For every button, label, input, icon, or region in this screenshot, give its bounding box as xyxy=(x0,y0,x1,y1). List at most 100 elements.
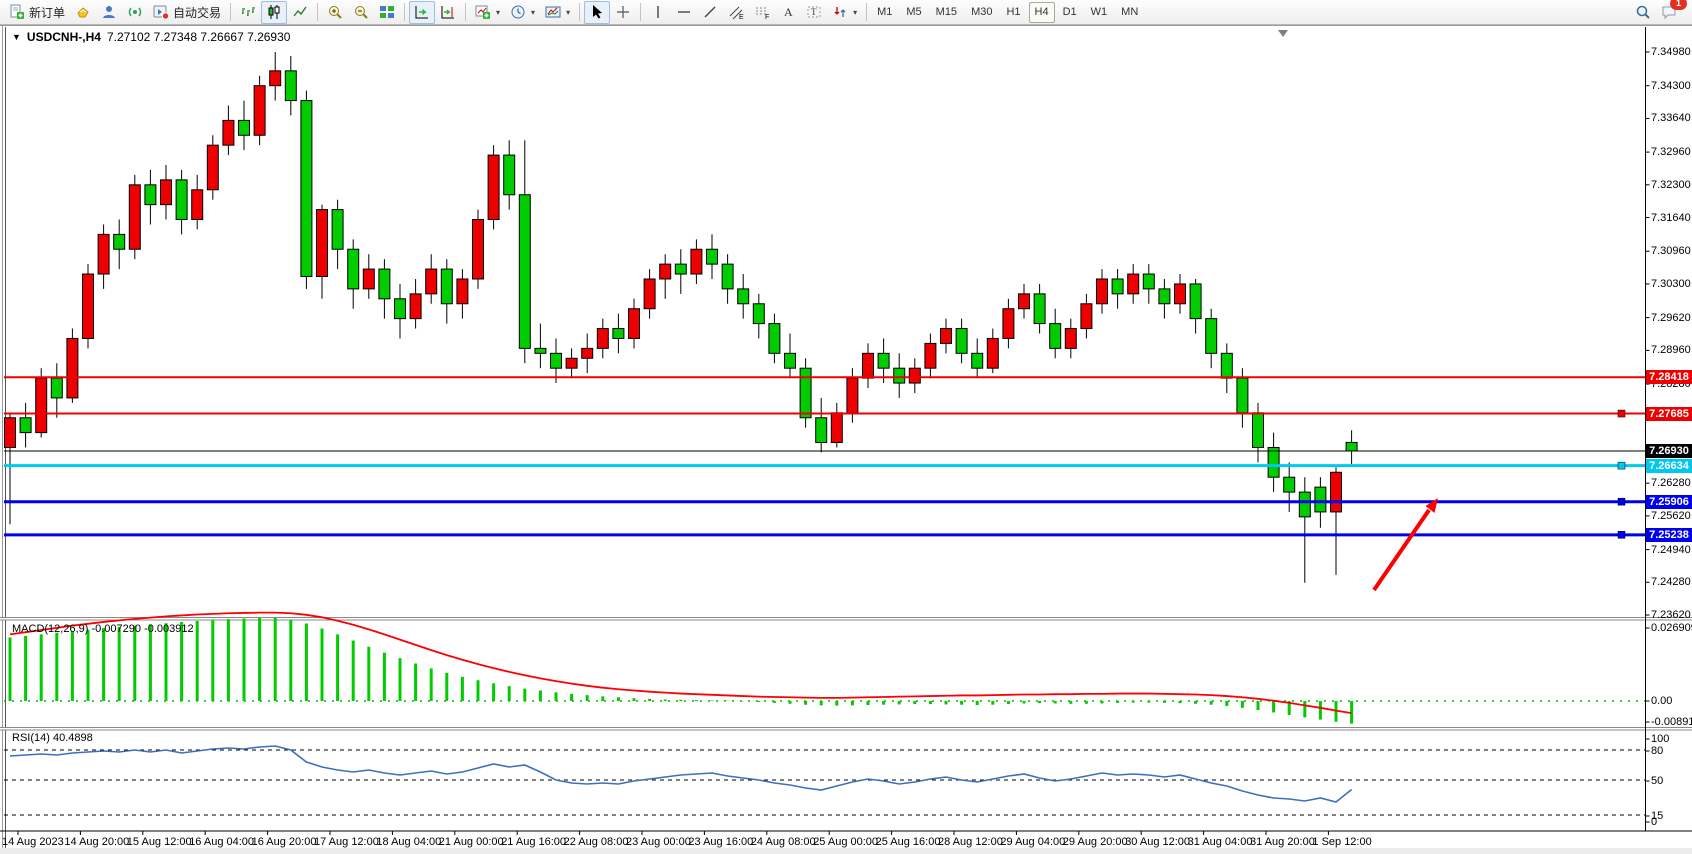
line-handle-7.25238[interactable] xyxy=(1617,531,1626,539)
candle-body xyxy=(799,367,812,419)
candle-body xyxy=(1096,278,1108,305)
time-axis-label: 31 Aug 04:00 xyxy=(1187,836,1253,848)
trend-arrow-head[interactable] xyxy=(1425,498,1439,513)
rsi-indicator-label: RSI(14) 40.4898 xyxy=(12,732,93,744)
candle-body xyxy=(1267,446,1280,478)
main-toolbar: 新订单 xyxy=(0,0,1692,25)
timeframe-button-m5[interactable]: M5 xyxy=(906,5,922,18)
candle-body xyxy=(160,179,172,206)
price-tick-label: 7.34980 xyxy=(1651,46,1691,58)
candle-body xyxy=(1018,293,1030,310)
candle-body xyxy=(394,298,406,320)
crosshair-button[interactable] xyxy=(610,1,636,24)
time-axis-label: 14 Aug 2023 xyxy=(2,836,64,848)
chart-symbol-period: USDCNH-,H4 xyxy=(26,30,101,44)
cursor-button[interactable] xyxy=(584,0,611,24)
time-axis-label: 23 Aug 00:00 xyxy=(626,836,691,848)
timeframe-button-m15[interactable]: M15 xyxy=(935,5,958,18)
line-handle-7.27685[interactable] xyxy=(1617,409,1626,418)
notification-badge: 1 xyxy=(1670,0,1687,10)
search-button[interactable] xyxy=(1630,1,1656,24)
market-button[interactable] xyxy=(70,1,96,24)
vertical-line-tool[interactable] xyxy=(645,1,671,24)
equidistant-channel-tool[interactable]: E xyxy=(723,1,749,24)
horizontal-line-tool[interactable] xyxy=(671,1,697,24)
pane-separator[interactable] xyxy=(0,729,1692,731)
pane-separator[interactable] xyxy=(0,619,1692,621)
zoom-in-button[interactable] xyxy=(322,1,348,24)
pane-separator[interactable] xyxy=(0,617,1692,618)
candle-body xyxy=(1174,283,1186,305)
price-badge-7.25906: 7.25906 xyxy=(1646,494,1692,509)
timeframe-button-h1[interactable]: H1 xyxy=(1006,5,1021,18)
time-axis-label: 25 Aug 00:00 xyxy=(813,836,879,848)
candle-body xyxy=(612,328,625,339)
toolbar-separator xyxy=(230,3,232,21)
chart-shift-marker[interactable] xyxy=(1278,30,1288,37)
arrows-dropdown[interactable]: ▾ xyxy=(827,1,862,24)
pane-separator[interactable] xyxy=(0,727,1692,728)
line-handle-7.26634[interactable] xyxy=(1617,461,1626,470)
bar-chart-icon xyxy=(242,7,256,16)
line-chart-button[interactable] xyxy=(287,1,313,24)
trend-arrow-annotation[interactable] xyxy=(1372,508,1431,592)
candle-body xyxy=(986,337,999,369)
tile-windows-button[interactable] xyxy=(374,1,400,24)
toolbar-separator xyxy=(317,3,319,21)
signals-icon xyxy=(128,7,142,17)
price-badge-7.26930: 7.26930 xyxy=(1646,443,1692,458)
timeframe-button-mn[interactable]: MN xyxy=(1121,5,1139,18)
toolbar-separator xyxy=(866,3,868,21)
timeframe-button-w1[interactable]: W1 xyxy=(1090,5,1108,18)
time-axis-label: 15 Aug 12:00 xyxy=(126,836,192,848)
arrows-icon xyxy=(834,7,846,17)
bar-chart-button[interactable] xyxy=(235,1,261,24)
add-indicator-dropdown[interactable]: ▾ xyxy=(470,1,505,24)
candle-body xyxy=(425,268,438,295)
signals-button[interactable] xyxy=(122,1,148,24)
macd-scale-label: -0.008918 xyxy=(1651,716,1692,728)
candle-body xyxy=(1142,273,1155,290)
timeframe-button-m1[interactable]: M1 xyxy=(877,5,893,18)
line-handle-7.25906[interactable] xyxy=(1617,497,1626,506)
candle-body xyxy=(534,347,547,354)
candle-body xyxy=(175,179,188,221)
chart-dropdown-arrow[interactable]: ▼ xyxy=(12,32,21,42)
community-icon xyxy=(103,6,116,18)
macd-signal-line xyxy=(9,611,1352,714)
price-tick-label: 7.28960 xyxy=(1651,344,1691,357)
chart-canvas[interactable] xyxy=(0,25,1692,854)
time-axis-label: 24 Aug 08:00 xyxy=(750,836,816,848)
timeframe-button-h4[interactable]: H4 xyxy=(1028,1,1055,23)
rsi-scale-label: 15 xyxy=(1651,810,1664,822)
period-dropdown[interactable]: ▾ xyxy=(505,1,540,24)
auto-scroll-button[interactable] xyxy=(409,0,436,24)
community-button[interactable] xyxy=(96,1,122,24)
text-tool[interactable]: A xyxy=(775,1,801,24)
fibonacci-tool[interactable]: F xyxy=(749,1,775,24)
candlestick-chart-button[interactable] xyxy=(261,0,288,24)
timeframe-button-m30[interactable]: M30 xyxy=(971,5,993,18)
candle-body xyxy=(768,323,781,354)
zoom-out-button[interactable] xyxy=(348,1,374,24)
candle-body xyxy=(1080,303,1093,330)
trendline-tool[interactable] xyxy=(697,1,723,24)
new-order-button[interactable]: 新订单 xyxy=(4,1,70,24)
text-label-tool[interactable]: T xyxy=(801,1,827,24)
chart-shift-button[interactable] xyxy=(435,1,461,24)
time-axis-label: 16 Aug 04:00 xyxy=(189,836,255,848)
auto-trading-button[interactable]: 自动交易 xyxy=(148,1,226,24)
notifications-button[interactable]: 1 xyxy=(1656,0,1687,24)
new-order-label: 新订单 xyxy=(29,5,66,20)
chart-window: ▼ USDCNH-,H4 7.27102 7.27348 7.26667 7.2… xyxy=(0,25,1692,854)
candle-body xyxy=(721,263,734,290)
template-dropdown[interactable]: ▾ xyxy=(540,1,575,24)
timeframe-button-d1[interactable]: D1 xyxy=(1062,5,1077,18)
candle-body xyxy=(518,194,531,349)
candle-body xyxy=(924,342,937,369)
horizontal-line-icon xyxy=(678,11,691,13)
candle-body xyxy=(1127,273,1140,295)
candle-body xyxy=(628,308,640,339)
candle-body xyxy=(269,70,282,87)
candle-body xyxy=(1220,352,1233,379)
